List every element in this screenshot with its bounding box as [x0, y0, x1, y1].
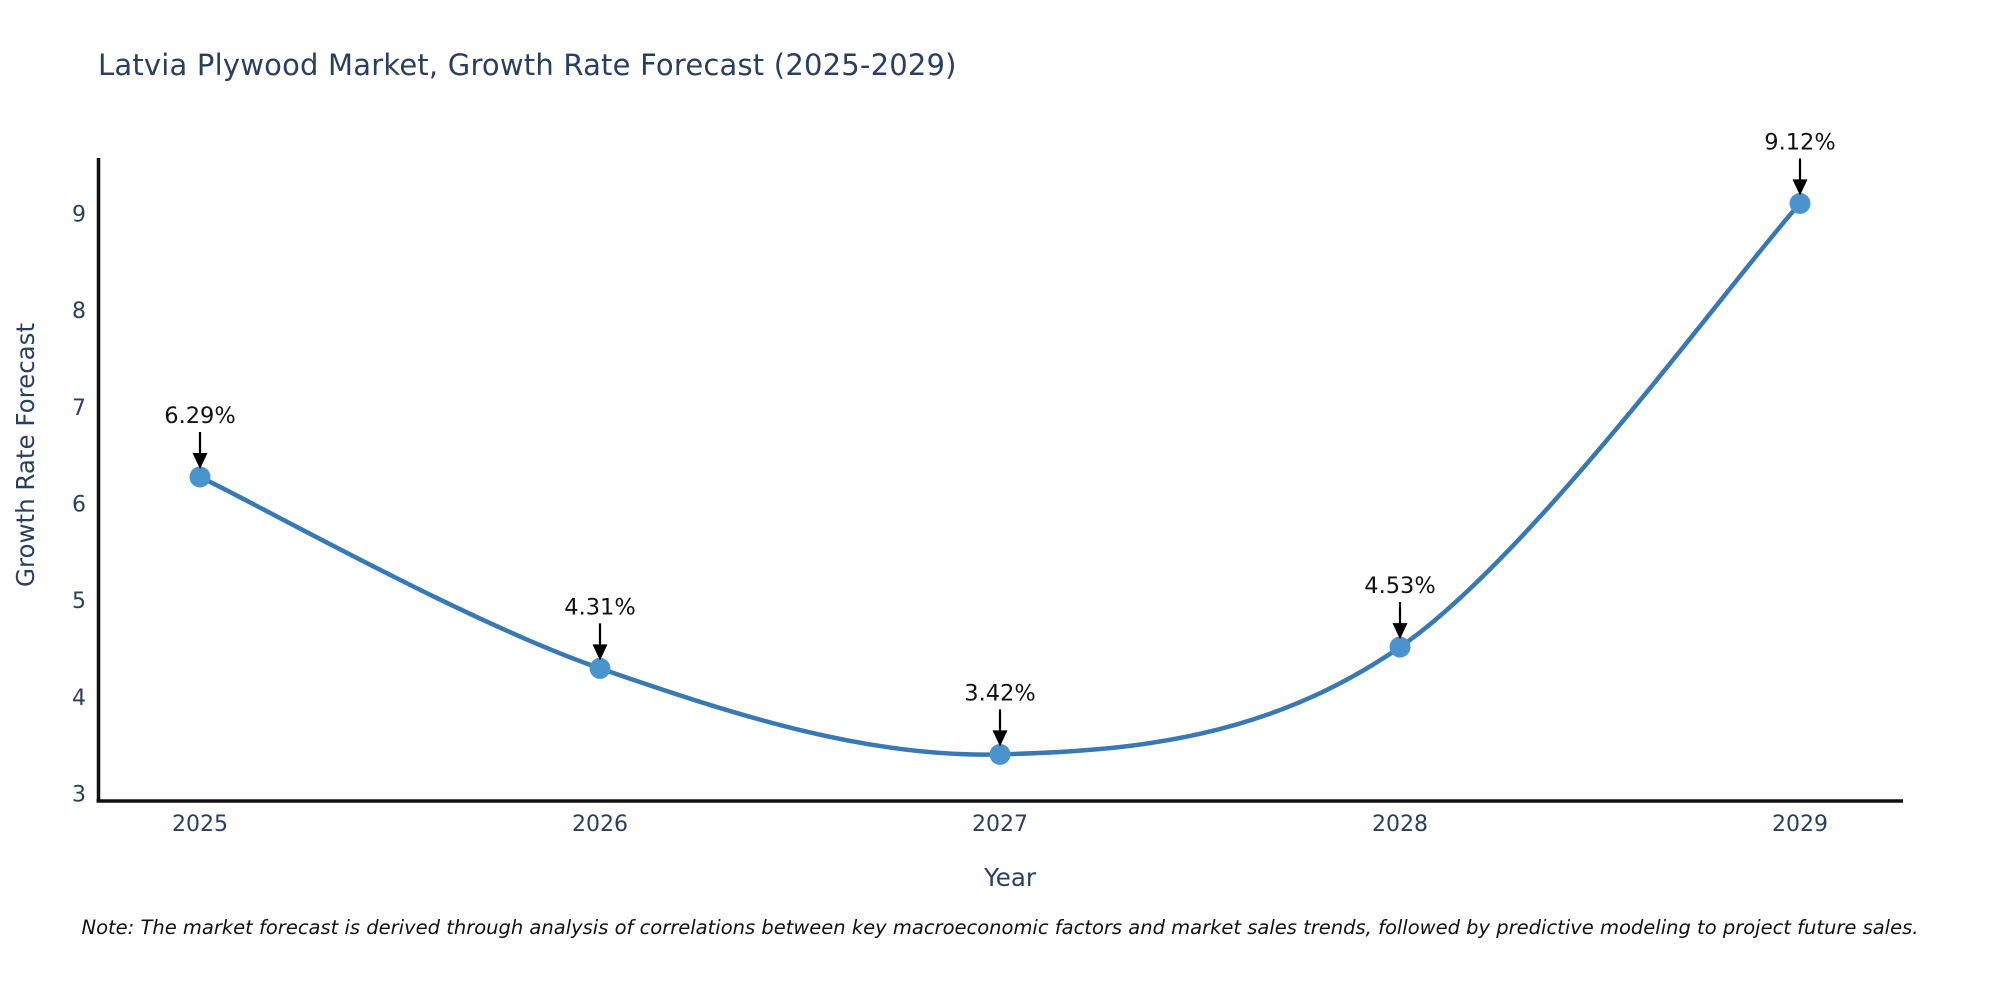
y-tick-label: 4: [72, 686, 86, 711]
annotation-arrow-head: [592, 644, 608, 661]
x-tick-label: 2026: [572, 812, 628, 837]
y-tick-label: 7: [72, 396, 86, 421]
y-tick-label: 3: [72, 783, 86, 808]
chart-footnote: Note: The market forecast is derived thr…: [81, 916, 1919, 939]
y-axis-title: Growth Rate Forecast: [11, 323, 40, 587]
forecast-line: [197, 201, 1803, 757]
x-axis-title: Year: [983, 863, 1037, 892]
data-point-marker: [1789, 192, 1811, 214]
data-point-marker: [1389, 636, 1411, 658]
x-tick-label: 2029: [1772, 812, 1828, 837]
data-point-label: 4.53%: [1364, 573, 1435, 599]
data-point-marker: [189, 466, 211, 488]
y-tick-label: 8: [72, 299, 86, 324]
annotation-arrow-head: [992, 730, 1008, 747]
data-point-marker: [989, 743, 1011, 765]
y-tick-label: 5: [72, 589, 86, 614]
x-tick-label: 2028: [1372, 812, 1428, 837]
data-point-label: 9.12%: [1764, 129, 1835, 155]
annotation-arrow-head: [192, 452, 208, 469]
data-point-label: 3.42%: [964, 680, 1035, 706]
data-point-label: 4.31%: [564, 594, 635, 620]
y-tick-label: 9: [72, 202, 86, 227]
data-point-marker: [589, 657, 611, 679]
x-tick-label: 2027: [972, 812, 1028, 837]
annotation-arrow-head: [1392, 623, 1408, 640]
x-tick-label: 2025: [172, 812, 228, 837]
annotation-arrow-head: [1792, 179, 1808, 196]
y-tick-label: 6: [72, 492, 86, 517]
data-point-label: 6.29%: [164, 403, 235, 429]
chart-title: Latvia Plywood Market, Growth Rate Forec…: [98, 48, 957, 82]
